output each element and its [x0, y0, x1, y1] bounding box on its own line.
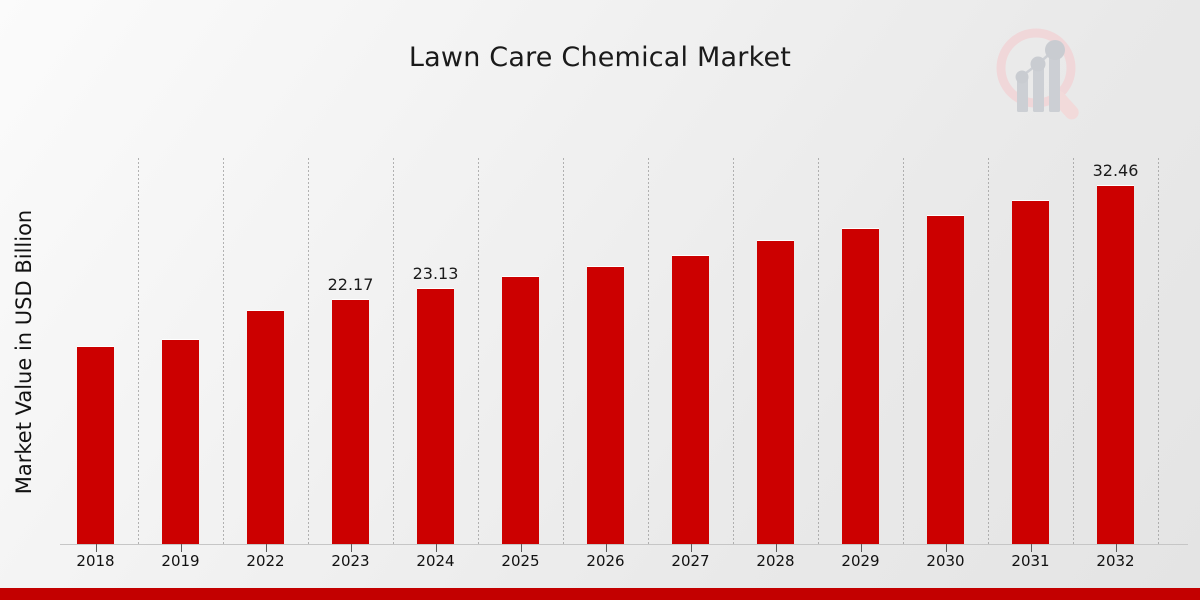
gridline — [138, 158, 139, 545]
tickmark — [775, 544, 777, 552]
gridline — [308, 158, 309, 545]
bar-2023[interactable] — [332, 299, 369, 544]
gridline — [988, 158, 989, 545]
x-axis-line — [60, 544, 1188, 545]
x-tick-label-2031: 2031 — [1011, 552, 1050, 570]
bar-2025[interactable] — [502, 276, 539, 544]
gridline — [563, 158, 564, 545]
bar-2027[interactable] — [672, 255, 709, 544]
plot-area — [60, 158, 1188, 552]
gridline — [903, 158, 904, 545]
gridline — [1158, 158, 1159, 545]
bar-2022[interactable] — [247, 310, 284, 544]
gridline — [818, 158, 819, 545]
tickmark — [265, 544, 267, 552]
x-tick-label-2026: 2026 — [586, 552, 625, 570]
bar-2026[interactable] — [587, 266, 624, 544]
bar-value-label-2032: 32.46 — [1092, 161, 1139, 180]
tickmark — [860, 544, 862, 552]
bar-2024[interactable] — [417, 288, 454, 544]
gridline — [223, 158, 224, 545]
x-tick-label-2029: 2029 — [841, 552, 880, 570]
gridline — [478, 158, 479, 545]
gridline — [733, 158, 734, 545]
page-title: Lawn Care Chemical Market — [408, 42, 792, 73]
bar-value-label-2024: 23.13 — [412, 264, 459, 283]
bar-2019[interactable] — [162, 339, 199, 544]
gridline — [393, 158, 394, 545]
tickmark — [1115, 544, 1117, 552]
y-axis-title: Market Value in USD Billion — [12, 209, 36, 495]
bar-2031[interactable] — [1012, 200, 1049, 544]
tickmark — [605, 544, 607, 552]
x-tick-label-2023: 2023 — [331, 552, 370, 570]
x-tick-label-2022: 2022 — [246, 552, 285, 570]
bar-2029[interactable] — [842, 228, 879, 544]
x-tick-label-2028: 2028 — [756, 552, 795, 570]
x-tick-label-2024: 2024 — [416, 552, 455, 570]
tickmark — [95, 544, 97, 552]
x-tick-label-2019: 2019 — [161, 552, 200, 570]
tickmark — [435, 544, 437, 552]
bar-value-label-2023: 22.17 — [327, 275, 374, 294]
bar-2032[interactable] — [1097, 185, 1134, 544]
tickmark — [180, 544, 182, 552]
bar-2018[interactable] — [77, 346, 114, 544]
tickmark — [1030, 544, 1032, 552]
x-tick-label-2018: 2018 — [76, 552, 115, 570]
bar-2030[interactable] — [927, 215, 964, 544]
footer-band — [0, 588, 1200, 600]
x-tick-label-2027: 2027 — [671, 552, 710, 570]
market-research-magnifier-logo — [988, 22, 1096, 126]
tickmark — [945, 544, 947, 552]
x-tick-label-2030: 2030 — [926, 552, 965, 570]
gridline — [1073, 158, 1074, 545]
gridline — [648, 158, 649, 545]
x-tick-label-2025: 2025 — [501, 552, 540, 570]
x-tick-label-2032: 2032 — [1096, 552, 1135, 570]
tickmark — [520, 544, 522, 552]
bar-2028[interactable] — [757, 240, 794, 544]
tickmark — [350, 544, 352, 552]
tickmark — [690, 544, 692, 552]
